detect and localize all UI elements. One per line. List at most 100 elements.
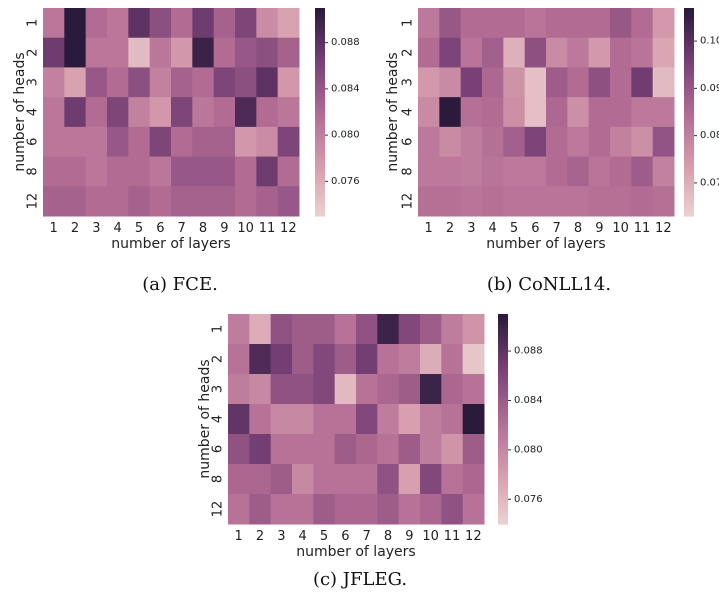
heatmap-cell <box>64 67 87 98</box>
colorbar-segment <box>498 324 508 329</box>
colorbar-segment <box>315 198 325 203</box>
heatmap-cell <box>588 156 611 187</box>
heatmap-cell <box>546 67 568 98</box>
heatmap-cell <box>567 97 590 128</box>
heatmap-cell <box>107 97 129 128</box>
x-axis-label: number of layers <box>296 544 415 560</box>
colorbar-segment <box>315 28 325 33</box>
colorbar-segment <box>684 157 694 162</box>
heatmap-cell <box>652 8 675 39</box>
heatmap-cell <box>256 8 279 39</box>
colorbar-segment <box>498 496 508 501</box>
heatmap-cell <box>610 67 632 98</box>
heatmap-cell <box>462 314 485 345</box>
colorbar-segment <box>684 32 694 37</box>
heatmap-cell <box>462 434 485 465</box>
x-tick-label: 10 <box>612 221 629 236</box>
colorbar-segment <box>684 205 694 210</box>
heatmap-cell <box>128 126 151 158</box>
heatmap-cell <box>460 156 483 187</box>
heatmap-cell <box>107 37 129 68</box>
x-tick-label: 3 <box>277 529 285 544</box>
heatmap-cell <box>292 344 314 375</box>
colorbar-segment <box>315 87 325 92</box>
heatmap-cell <box>107 186 129 217</box>
colorbar-segment <box>315 184 325 189</box>
x-tick-label: 11 <box>259 221 276 236</box>
heatmap-cell <box>149 126 172 158</box>
heatmap-cell <box>64 186 87 217</box>
colorbar-segment <box>315 25 325 30</box>
colorbar-tick-label: 0.09 <box>700 83 719 94</box>
heatmap-cell <box>228 404 250 435</box>
colorbar-segment <box>498 408 508 413</box>
heatmap-cell <box>171 8 193 39</box>
heatmap-cell <box>235 156 257 187</box>
heatmap-cell <box>567 8 590 39</box>
colorbar-segment <box>315 73 325 78</box>
heatmap-cell <box>213 8 236 39</box>
heatmap-cell <box>228 434 250 465</box>
colorbar-segment <box>684 195 694 200</box>
colorbar-segment <box>684 174 694 179</box>
colorbar-segment <box>684 202 694 207</box>
heatmap-cell <box>171 156 193 187</box>
colorbar-segment <box>498 520 508 525</box>
colorbar-segment <box>498 342 508 347</box>
colorbar-segment <box>684 21 694 26</box>
heatmap-cell <box>85 37 108 68</box>
colorbar-segment <box>498 419 508 424</box>
heatmap-cell <box>420 464 442 495</box>
y-tick-label: 1 <box>211 325 226 333</box>
heatmap-cell <box>128 8 151 39</box>
colorbar-segment <box>315 56 325 61</box>
heatmap-cell <box>192 156 215 187</box>
heatmap-cell <box>588 186 611 217</box>
heatmap-cell <box>462 374 485 405</box>
heatmap-cell <box>171 67 193 98</box>
colorbar-segment <box>684 53 694 58</box>
heatmap-cell <box>334 404 357 435</box>
colorbar-segment <box>315 112 325 117</box>
heatmap-cell <box>270 434 293 465</box>
x-tick-label: 7 <box>363 529 371 544</box>
colorbar-segment <box>315 77 325 82</box>
heatmap-cell <box>270 404 293 435</box>
heatmap-cell <box>313 404 336 435</box>
heatmap-cell <box>503 37 526 68</box>
heatmap-cell <box>43 67 65 98</box>
colorbar-segment <box>684 49 694 54</box>
heatmap-cell <box>460 67 483 98</box>
heatmap-cell <box>418 97 440 128</box>
colorbar-segment <box>315 212 325 217</box>
colorbar-segment <box>315 84 325 89</box>
heatmap-cell <box>249 344 272 375</box>
x-tick-label: 3 <box>92 221 100 236</box>
heatmap-cell <box>503 126 526 158</box>
heatmap-cell <box>418 37 440 68</box>
heatmap-cell <box>631 37 654 68</box>
y-tick-label: 4 <box>211 415 226 423</box>
colorbar-segment <box>315 136 325 141</box>
x-tick-label: 12 <box>280 221 297 236</box>
x-tick-label: 12 <box>465 529 482 544</box>
colorbar-segment <box>684 42 694 47</box>
heatmap-cell <box>43 186 65 217</box>
heatmap-cell <box>277 186 300 217</box>
heatmap-cell <box>441 434 464 465</box>
colorbar-segment <box>684 35 694 40</box>
colorbar-segment <box>315 150 325 155</box>
colorbar-segment <box>498 464 508 469</box>
colorbar-tick-label: 0.076 <box>514 494 543 505</box>
heatmap-cell <box>249 434 272 465</box>
x-tick-label: 6 <box>156 221 164 236</box>
colorbar-segment <box>684 63 694 68</box>
heatmap-cell <box>460 97 483 128</box>
heatmap-cell <box>85 97 108 128</box>
colorbar-segment <box>498 517 508 522</box>
heatmap-cell <box>377 434 400 465</box>
colorbar-segment <box>498 380 508 385</box>
colorbar-segment <box>684 129 694 134</box>
colorbar-segment <box>684 181 694 186</box>
colorbar-segment <box>315 70 325 75</box>
